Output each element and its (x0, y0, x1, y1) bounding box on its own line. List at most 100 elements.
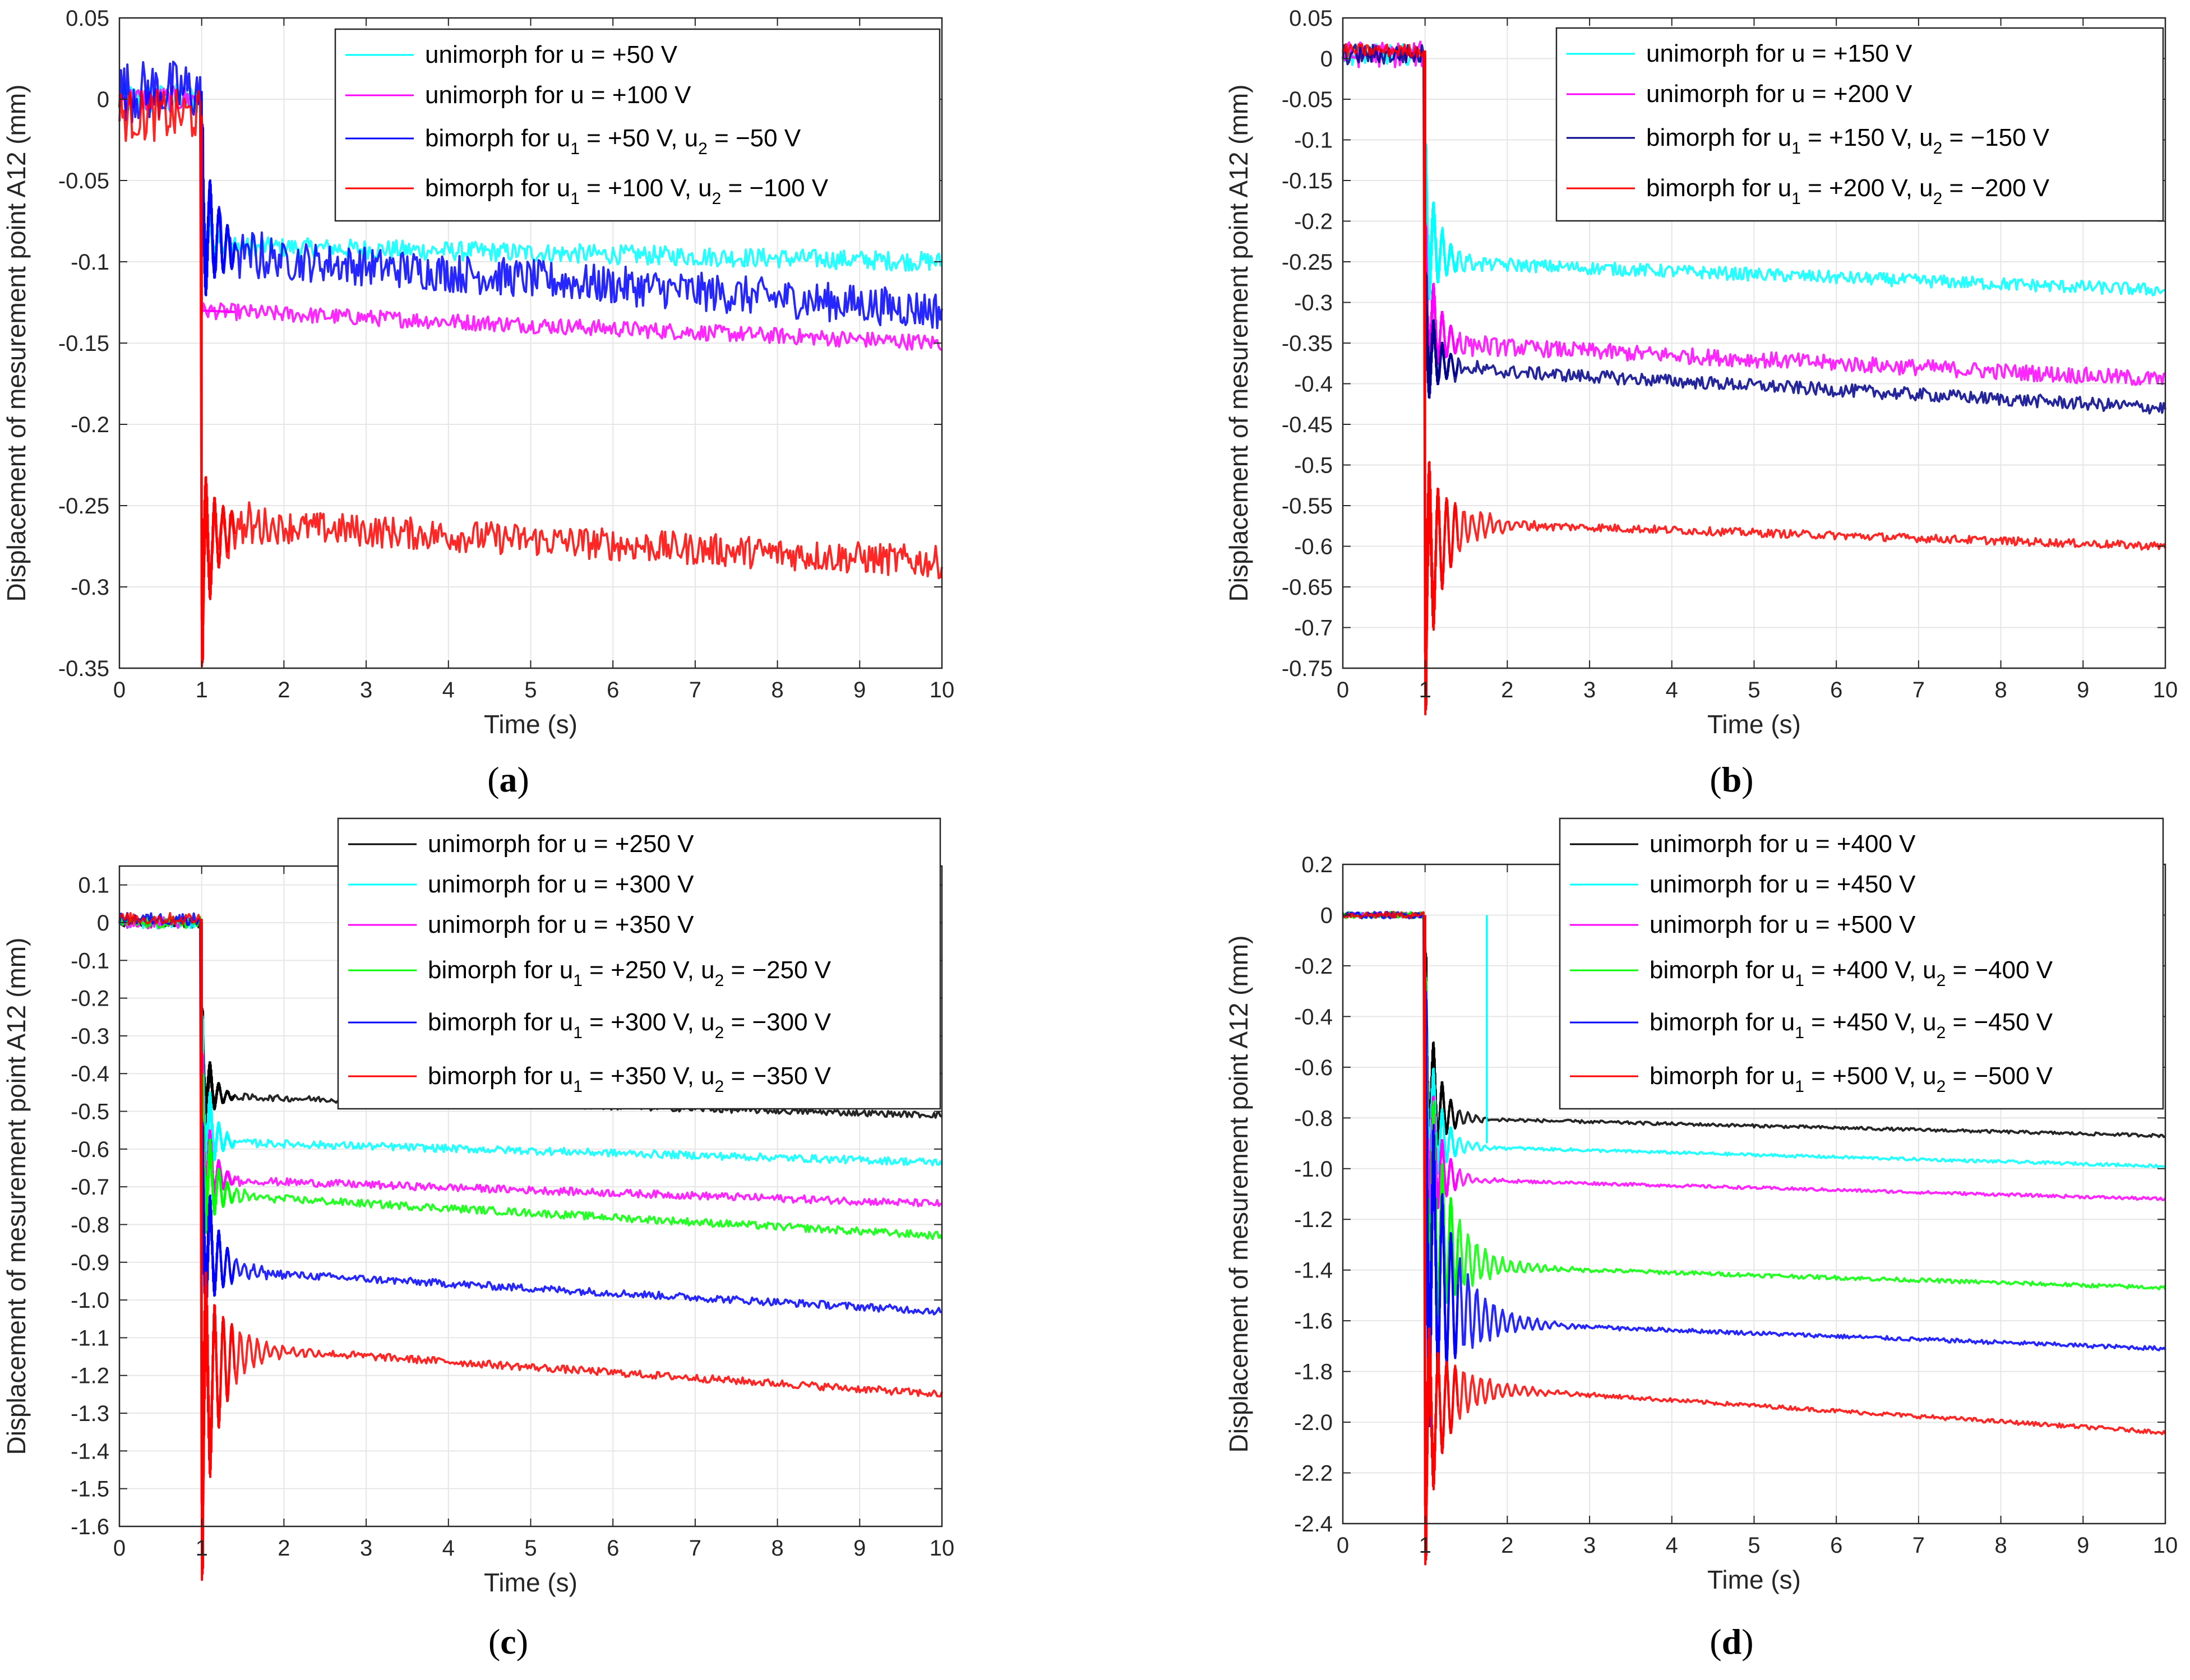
x-tick-label: 3 (1583, 678, 1596, 702)
y-tick-label: -1.6 (1294, 1309, 1333, 1334)
x-tick-label: 10 (930, 1536, 955, 1561)
series-noise-line (1342, 43, 2166, 654)
series-noise-line (118, 61, 943, 330)
x-tick-label: 9 (853, 1536, 866, 1561)
legend-box (334, 28, 941, 222)
y-tick-label: -0.3 (1294, 291, 1333, 316)
y-tick-label: -0.05 (1282, 87, 1333, 112)
x-tick-label: 9 (2077, 1533, 2089, 1558)
y-tick-label: -1.4 (1294, 1258, 1333, 1283)
series-transient-line (1424, 54, 1459, 300)
x-tick-label: 5 (1748, 1533, 1760, 1558)
x-tick-label: 1 (1419, 1533, 1431, 1558)
x-tick-label: 3 (1583, 1533, 1596, 1558)
x-tick-label: 3 (360, 678, 372, 702)
legend-entry: unimorph for u = +250 V (428, 830, 694, 858)
legend-box (337, 817, 941, 1110)
series-noise-line (1342, 911, 2166, 1303)
legend-entry: unimorph for u = +450 V (1650, 871, 1916, 898)
series-noise-line (118, 85, 942, 351)
x-axis-label: Time (s) (1707, 710, 1801, 739)
series-noise-line (1342, 911, 2166, 1168)
y-axis-label: Displacement of mesurement point A12 (mm… (1224, 85, 1253, 602)
legend: unimorph for u = +50 V unimorph for u = +… (334, 28, 941, 222)
y-tick-label: -0.05 (58, 169, 109, 193)
y-tick-label: -0.2 (1294, 954, 1333, 979)
legend-entry: bimorph for u1 = +450 V, u2 = −450 V (1650, 1008, 2053, 1042)
legend-entry: bimorph for u1 = +300 V, u2 = −300 V (428, 1008, 831, 1042)
series-4 (119, 915, 943, 1241)
series-3 (1342, 43, 2166, 415)
x-tick-label: 6 (607, 678, 619, 702)
y-tick-label: -1.0 (71, 1288, 109, 1313)
y-tick-label: -1.3 (71, 1401, 109, 1426)
y-tick-label: -0.3 (71, 1024, 109, 1049)
chart-panel-c: 0 1 2 3 4 5 6 7 8 9 10 0.1 0 -0.1 -0.2 -0.3 -0.4 -0.5 -0.6… (2, 817, 955, 1662)
y-tick-label: -2.4 (1294, 1512, 1333, 1536)
series-4 (118, 89, 943, 668)
y-tick-label: -0.55 (1282, 494, 1333, 519)
x-tick-label: 4 (442, 1536, 455, 1561)
y-tick-label: -0.7 (71, 1175, 109, 1200)
y-tick-label: 0 (1320, 903, 1333, 928)
y-tick-label: -0.2 (71, 987, 109, 1011)
legend-entry: unimorph for u = +200 V (1646, 80, 1912, 108)
x-tick-label: 1 (196, 1536, 208, 1561)
legend-entry: bimorph for u1 = +200 V, u2 = −200 V (1646, 174, 2050, 208)
y-tick-label: -1.8 (1294, 1360, 1333, 1385)
y-tick-label: -0.1 (71, 948, 109, 973)
series-transient-line (200, 115, 236, 668)
y-tick-label: 0.2 (1301, 853, 1333, 877)
series-noise-line (118, 89, 943, 626)
chart-panel-a: 0 1 2 3 4 5 6 7 8 9 10 0.05 0 -0.05 -0.1 -0.15 -0.2 -0.25… (2, 6, 954, 799)
series-noise-line (1342, 43, 2166, 415)
y-tick-label: 0 (1320, 47, 1333, 72)
series-transient-line (1424, 915, 1459, 1237)
series-transient-line (1424, 50, 1459, 716)
series-1 (1342, 43, 2166, 300)
y-tick-label: -0.4 (71, 1062, 109, 1086)
panel-caption: (a) (487, 760, 529, 799)
x-tick-label: 1 (1419, 678, 1431, 702)
legend-box (1555, 27, 2164, 222)
x-tick-label: 2 (1501, 678, 1513, 702)
y-tick-label: -0.6 (1294, 535, 1333, 559)
series-noise-line (1342, 40, 2166, 386)
series-2 (118, 85, 942, 351)
series-6 (118, 911, 943, 1581)
series-noise-line (119, 916, 942, 1207)
series-transient-line (200, 99, 235, 313)
series-transient-line (200, 923, 235, 1125)
legend-entry: bimorph for u1 = +150 V, u2 = −150 V (1646, 124, 2050, 158)
chart-panel-b: 0 1 2 3 4 5 6 7 8 9 10 0.05 0 -0.05 -0.1 -0.15 -0.2 -0.25… (1224, 6, 2178, 799)
x-tick-label: 10 (2153, 1533, 2178, 1558)
x-tick-label: 9 (853, 678, 866, 702)
x-tick-label: 10 (930, 678, 955, 702)
y-axis-label: Displacement of mesurement point A12 (mm… (2, 938, 31, 1455)
series-4 (1342, 43, 2166, 716)
x-tick-label: 7 (1912, 678, 1925, 702)
x-tick-label: 4 (1666, 1533, 1678, 1558)
series-noise-line (118, 911, 942, 1316)
y-tick-label: -0.8 (1294, 1106, 1333, 1131)
series-transient-line (1424, 54, 1459, 399)
legend-entry: unimorph for u = +150 V (1646, 40, 1912, 67)
y-tick-label: 0.05 (66, 6, 109, 31)
x-axis-label: Time (s) (484, 1568, 577, 1597)
y-tick-label: -0.75 (1282, 656, 1333, 681)
y-tick-label: -0.5 (71, 1100, 109, 1124)
x-tick-label: 9 (2077, 678, 2089, 702)
x-tick-label: 6 (1830, 678, 1842, 702)
series-6 (1342, 910, 2166, 1566)
y-tick-label: -0.8 (71, 1212, 109, 1237)
x-tick-label: 6 (1830, 1533, 1842, 1558)
y-tick-label: -2.2 (1294, 1461, 1333, 1486)
series-noise-line (1342, 910, 2166, 1366)
series-noise-line (1342, 911, 2166, 1202)
y-tick-label: -0.4 (1294, 372, 1333, 397)
y-tick-label: -1.6 (71, 1515, 109, 1539)
legend-entry: unimorph for u = +500 V (1650, 911, 1916, 938)
y-tick-label: -0.2 (71, 413, 109, 437)
y-tick-label: -0.35 (58, 656, 109, 681)
x-tick-label: 7 (1912, 1533, 1925, 1558)
